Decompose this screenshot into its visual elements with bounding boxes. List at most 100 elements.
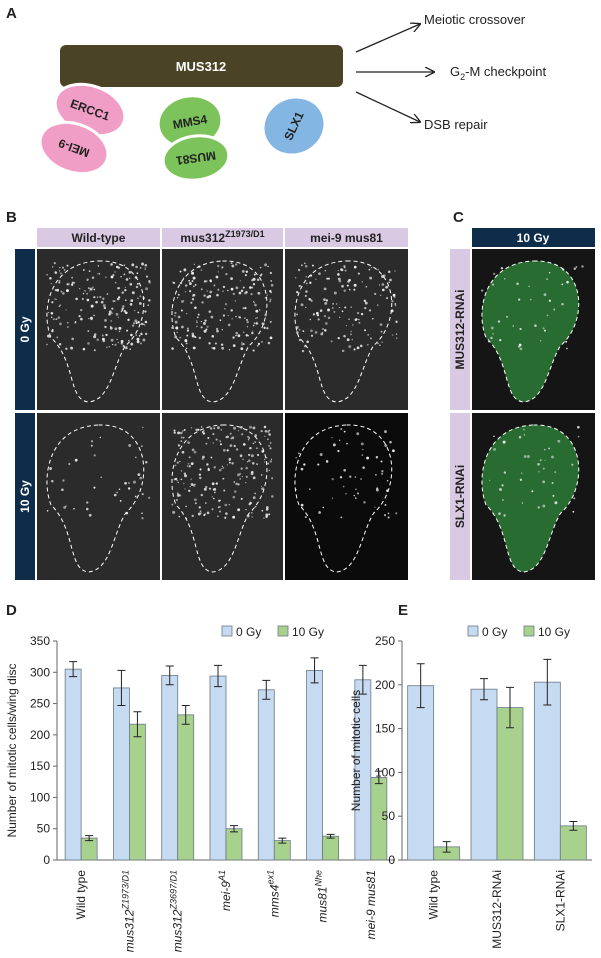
legend-label: 0 Gy xyxy=(482,625,507,639)
dot xyxy=(180,436,183,439)
dot xyxy=(361,281,364,283)
dot xyxy=(546,314,549,317)
dot xyxy=(229,432,232,435)
dot xyxy=(194,502,197,505)
dot xyxy=(518,298,521,301)
bar xyxy=(470,688,498,861)
dot xyxy=(227,315,229,317)
label-text: mei-9 xyxy=(219,881,233,911)
dot xyxy=(135,322,138,325)
dot xyxy=(216,293,219,297)
dot xyxy=(172,281,174,283)
legend-swatch xyxy=(467,625,479,637)
dot xyxy=(391,300,394,303)
dot xyxy=(548,447,550,450)
tissue xyxy=(481,260,579,402)
dot xyxy=(322,506,325,509)
dot xyxy=(59,267,61,269)
dot xyxy=(65,347,68,350)
dot xyxy=(305,276,307,278)
dot xyxy=(350,333,352,336)
dot xyxy=(81,297,84,301)
bar xyxy=(161,675,179,861)
dot xyxy=(258,309,261,311)
header-cell xyxy=(285,228,408,247)
dot xyxy=(217,288,220,291)
dot xyxy=(192,276,196,280)
dot xyxy=(240,426,243,429)
label-sup: ex1 xyxy=(265,870,275,885)
label-sup: Z1973/D1 xyxy=(225,229,265,239)
dot xyxy=(114,281,117,284)
dot xyxy=(85,507,89,511)
dot xyxy=(131,324,135,327)
dot xyxy=(306,340,309,344)
dot xyxy=(140,322,144,326)
dot xyxy=(382,274,386,277)
dot xyxy=(240,467,243,470)
dot xyxy=(239,280,241,282)
dot xyxy=(101,334,104,337)
dot xyxy=(270,283,274,287)
dot xyxy=(87,330,90,332)
dot xyxy=(115,265,119,269)
dot xyxy=(196,320,198,322)
dot xyxy=(177,293,180,296)
dot xyxy=(58,343,62,346)
dot xyxy=(88,513,92,517)
dot xyxy=(234,490,237,493)
dot xyxy=(529,298,532,301)
dot xyxy=(268,429,271,432)
dot xyxy=(80,308,83,312)
dot xyxy=(573,497,576,500)
dot xyxy=(200,326,203,329)
dot xyxy=(174,464,177,467)
label: mei-9 mus81 xyxy=(310,231,383,245)
dot xyxy=(232,292,236,296)
dot xyxy=(325,299,329,302)
dot xyxy=(79,288,81,290)
label-text: mus81 xyxy=(316,887,330,923)
dot xyxy=(100,476,103,479)
dot xyxy=(368,268,371,271)
dot xyxy=(87,287,90,290)
dot xyxy=(260,485,263,487)
dot xyxy=(325,322,328,325)
dot xyxy=(343,289,346,292)
dot xyxy=(136,282,139,285)
dot xyxy=(177,481,179,484)
dot xyxy=(186,329,190,332)
dot xyxy=(225,436,228,439)
dot xyxy=(318,272,321,276)
bar xyxy=(257,689,275,861)
dot xyxy=(240,497,243,500)
dot xyxy=(102,304,106,308)
error-bar xyxy=(278,837,287,844)
dot xyxy=(172,510,176,514)
dot xyxy=(302,330,305,333)
label-text: Wild type xyxy=(74,870,88,920)
dot xyxy=(252,324,255,327)
dot xyxy=(354,476,357,478)
dot xyxy=(221,267,223,269)
dot xyxy=(245,481,247,484)
dot xyxy=(229,444,233,447)
dot xyxy=(179,270,182,273)
dot xyxy=(111,344,114,346)
dot xyxy=(259,274,262,277)
dot xyxy=(331,478,334,481)
dot xyxy=(93,333,97,336)
dot xyxy=(261,322,264,325)
dot xyxy=(131,291,135,295)
dot xyxy=(136,340,140,344)
dot xyxy=(96,338,99,341)
dot xyxy=(144,263,148,267)
dot xyxy=(200,320,203,323)
dot xyxy=(191,514,194,518)
dot xyxy=(90,316,93,320)
dot xyxy=(119,500,122,502)
dot xyxy=(389,440,392,444)
dot xyxy=(187,462,190,465)
dot xyxy=(254,505,257,508)
dot xyxy=(348,278,351,282)
